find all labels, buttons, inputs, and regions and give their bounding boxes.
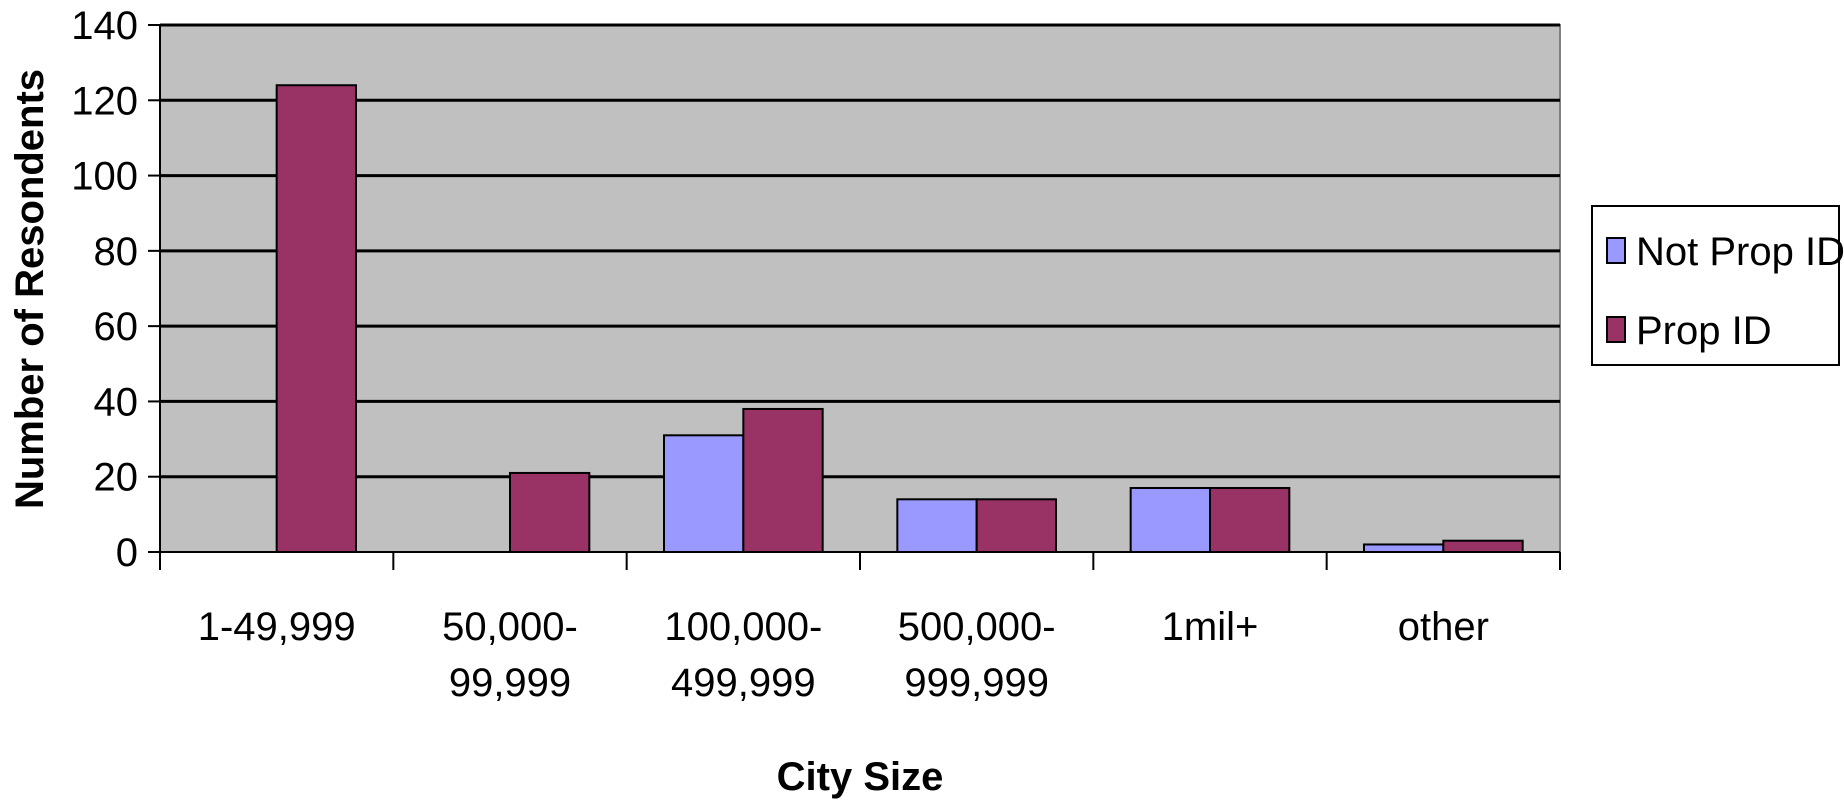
bar-prop-id-4 (1209, 487, 1291, 553)
axes (148, 24, 1561, 570)
x-tick-label: 50,000- (442, 605, 578, 649)
x-tick-label: 999,999 (904, 661, 1049, 705)
y-tick-label: 80 (94, 230, 139, 274)
x-tick-labels: 1-49,999 50,000- 99,999 100,000- 499,999 500,… (198, 605, 1489, 705)
x-tick-label: 500,000- (898, 605, 1056, 649)
bar-not-prop-id-3 (896, 498, 978, 553)
plot-area (159, 24, 1561, 553)
legend-label-prop-id: Prop ID (1636, 309, 1772, 353)
bar-not-prop-id-2 (663, 434, 745, 553)
bar-not-prop-id-4 (1129, 487, 1211, 553)
y-tick-label: 60 (94, 305, 139, 349)
gridlines (160, 23, 1560, 479)
bar-not-prop-id-5 (1363, 543, 1445, 554)
x-tick-label: 100,000- (664, 605, 822, 649)
y-tick-labels: 0 20 40 60 80 100 120 140 (71, 4, 138, 575)
legend: Not Prop ID Prop ID (1591, 205, 1844, 366)
bar-prop-id-3 (975, 498, 1058, 553)
bar-prop-id-2 (742, 407, 824, 554)
bar-prop-id-5 (1442, 539, 1524, 554)
x-axis-title: City Size (777, 755, 944, 799)
bar-prop-id-0 (275, 84, 357, 553)
x-tick-label: other (1398, 605, 1489, 649)
x-tick-label: 499,999 (671, 661, 816, 705)
legend-label-not-prop-id: Not Prop ID (1636, 230, 1844, 274)
y-tick-label: 40 (94, 380, 139, 424)
y-tick-label: 0 (116, 531, 138, 575)
x-tick-label: 1-49,999 (198, 605, 356, 649)
y-tick-label: 120 (71, 79, 138, 123)
y-tick-label: 140 (71, 4, 138, 48)
legend-swatch-not-prop-id (1606, 237, 1626, 264)
y-tick-label: 100 (71, 155, 138, 199)
legend-swatch-prop-id (1606, 316, 1626, 343)
y-axis-title: Number of Resondents (8, 69, 52, 509)
y-tick-label: 20 (94, 456, 139, 500)
x-tick-label: 99,999 (449, 661, 571, 705)
legend-box (1591, 205, 1840, 366)
x-tick-label: 1mil+ (1162, 605, 1259, 649)
bar-prop-id-1 (509, 471, 591, 554)
